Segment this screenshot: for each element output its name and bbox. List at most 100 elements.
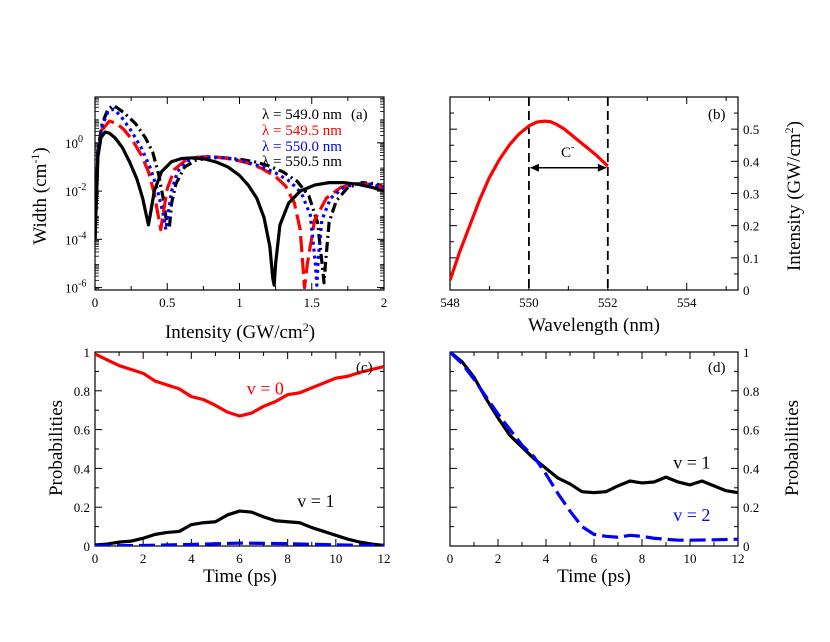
- x-tick-label: 0: [447, 551, 454, 566]
- y-tick-label: 0.4: [743, 154, 760, 169]
- series-line: [95, 352, 384, 418]
- x-tick-label: 4: [543, 551, 550, 566]
- arrow-head-left: [529, 163, 539, 172]
- y-tick-base: 10: [65, 184, 78, 199]
- x-tick-label: 550: [519, 295, 539, 310]
- y-tick-exp: -2: [78, 182, 86, 193]
- panel-label: (d): [708, 360, 726, 376]
- y-tick-label: 0: [84, 539, 91, 554]
- series-group: [95, 352, 384, 546]
- y-tick-label: 0.3: [743, 187, 759, 202]
- y-axis-label: Probabilities: [782, 400, 803, 496]
- y-tick-label: 0: [743, 539, 750, 554]
- x-tick-label: 12: [378, 551, 391, 566]
- y-tick-label: 1: [84, 345, 91, 360]
- plot-area: 548 550 552 554 0 0.1 0.2 0.3 0.4 0.5: [440, 96, 760, 310]
- series-label: v = 0: [247, 379, 284, 399]
- y-tick-exp: -6: [78, 279, 86, 290]
- legend-entry: λ = 550.0 nm: [262, 139, 342, 155]
- x-tick-label: 2: [495, 551, 502, 566]
- y-tick-exp: 0: [78, 134, 83, 145]
- x-tick-label: 1: [236, 295, 243, 310]
- y-tick-exp: -4: [78, 230, 86, 241]
- series-line: [95, 107, 384, 287]
- legend-entry: λ = 549.0 nm: [262, 107, 342, 123]
- y-tick-base: 10: [65, 136, 78, 151]
- x-tick-label: 6: [236, 551, 243, 566]
- x-tick-label: 10: [329, 551, 342, 566]
- series-line: [450, 352, 738, 542]
- x-tick-label: 554: [677, 295, 697, 310]
- x-tick-label: 8: [284, 551, 291, 566]
- series-line: [450, 352, 738, 495]
- y-axis-label: Probabilities: [46, 400, 67, 496]
- y-tick-label: 0.4: [74, 461, 91, 476]
- series-line: [95, 130, 384, 287]
- y-tick-label: 10-4: [65, 230, 86, 247]
- x-tick-label: 0: [92, 551, 99, 566]
- panel-label: (a): [351, 107, 368, 123]
- x-tick-label: 10: [684, 551, 697, 566]
- panel-c: 0 2 4 6 8 10 12 0 0.2 0.4 0.6 0.8 1 v = 0 v = 1 Time (…: [46, 345, 391, 587]
- x-axis-label: Intensity (GW/cm2): [165, 320, 315, 343]
- y-tick-label: 0.2: [743, 219, 759, 234]
- y-tick-label: 100: [65, 134, 83, 151]
- plot-frame: [449, 96, 739, 291]
- x-tick-label: 6: [591, 551, 598, 566]
- y-tick-label: 0.6: [743, 423, 760, 438]
- series-group: [450, 119, 609, 281]
- panel-b: 548 550 552 554 0 0.1 0.2 0.3 0.4 0.5 Wavelength …: [440, 96, 805, 336]
- x-tick-label: 552: [598, 295, 618, 310]
- series-line: [95, 541, 384, 546]
- y-tick-label: 0.6: [74, 423, 91, 438]
- y-tick-base: 10: [65, 232, 78, 247]
- legend: λ = 549.0 nm λ = 549.5 nm λ = 550.0 nm λ…: [262, 107, 342, 170]
- x-tick-label: 1.5: [304, 295, 320, 310]
- plot-frame: [94, 351, 385, 547]
- series-label: v = 2: [673, 505, 710, 525]
- legend-entry: λ = 549.5 nm: [262, 123, 342, 139]
- y-tick-label: 1: [743, 345, 750, 360]
- series-group: [450, 352, 738, 542]
- panel-label: (c): [356, 360, 373, 376]
- x-tick-label: 0: [92, 295, 99, 310]
- panel-label: (b): [708, 107, 726, 123]
- y-tick-label: 0: [743, 283, 750, 298]
- series-group: [95, 103, 384, 290]
- x-tick-label: 4: [188, 551, 195, 566]
- y-axis-label: Width (cm-1): [28, 147, 51, 244]
- y-tick-base: 10: [65, 281, 78, 296]
- x-tick-label: 2: [140, 551, 147, 566]
- plot-area: 0 2 4 6 8 10 12 0 0.2 0.4 0.6 0.8 1 v = 0 v = 1: [74, 345, 391, 566]
- y-tick-label: 0.8: [74, 384, 90, 399]
- series-line: [450, 119, 609, 281]
- y-tick-label: 0.2: [74, 500, 90, 515]
- y-tick-label: 0.5: [743, 122, 759, 137]
- arrow-head-right: [597, 163, 607, 172]
- x-tick-label: 2: [381, 295, 388, 310]
- series-label: v = 1: [297, 491, 334, 511]
- y-tick-label: 0.8: [743, 384, 759, 399]
- y-tick-label: 0.4: [743, 461, 760, 476]
- y-tick-label: 0.2: [743, 500, 759, 515]
- x-axis-label: Wavelength (nm): [528, 315, 660, 336]
- series-line: [95, 509, 384, 546]
- series-label: v = 1: [673, 452, 710, 472]
- legend-entry: λ = 550.5 nm: [262, 154, 342, 170]
- x-axis-label: Time (ps): [203, 566, 277, 587]
- x-tick-label: 0.5: [159, 295, 175, 310]
- y-tick-label: 10-2: [65, 182, 86, 199]
- annotation-c-minus: C-: [561, 142, 574, 161]
- y-axis-label: Intensity (GW/cm2): [782, 121, 805, 271]
- y-tick-label: 0.1: [743, 251, 759, 266]
- x-tick-label: 548: [440, 295, 460, 310]
- x-tick-label: 8: [639, 551, 646, 566]
- x-axis-label: Time (ps): [557, 566, 631, 587]
- x-tick-label: 12: [732, 551, 745, 566]
- y-tick-label: 10-6: [65, 279, 86, 296]
